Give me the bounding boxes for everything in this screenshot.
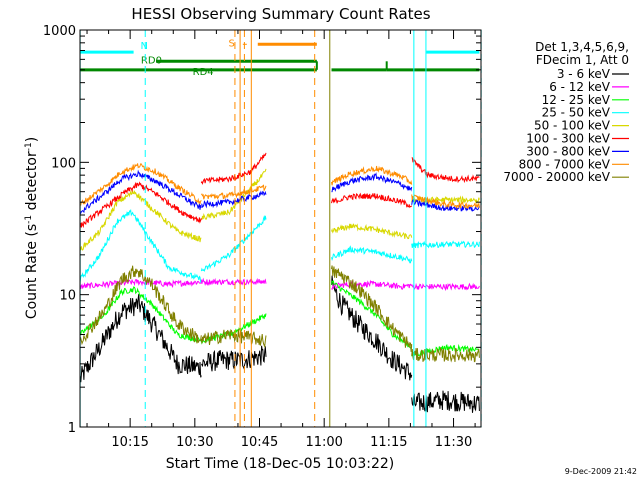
series-7 bbox=[79, 163, 480, 210]
x-tick-label: 11:30 bbox=[435, 435, 472, 450]
y-axis: 1 10 100 1000 bbox=[43, 24, 481, 436]
series-line bbox=[411, 343, 480, 357]
series-line bbox=[411, 390, 480, 413]
x-tick-label: 11:00 bbox=[305, 435, 342, 450]
legend-label: 3 - 6 keV bbox=[557, 67, 611, 81]
series-3 bbox=[79, 208, 480, 283]
series-line bbox=[200, 277, 267, 287]
series-line bbox=[331, 165, 413, 186]
series-line bbox=[331, 265, 413, 352]
series-0 bbox=[79, 275, 480, 413]
series-line bbox=[79, 208, 202, 283]
series-line bbox=[411, 346, 480, 363]
series-line bbox=[331, 279, 412, 291]
series-line bbox=[79, 293, 202, 383]
legend-header-2: FDecim 1, Att 0 bbox=[536, 53, 629, 67]
y-tick-label: 10 bbox=[59, 289, 76, 304]
series-line bbox=[79, 181, 202, 229]
series-line bbox=[200, 329, 267, 349]
y-tick-label: 1 bbox=[68, 421, 76, 436]
chart-title: HESSI Observing Summary Count Rates bbox=[131, 5, 430, 23]
series-line bbox=[79, 169, 202, 215]
series-line bbox=[200, 152, 267, 186]
flag-label: RD4 bbox=[193, 67, 214, 78]
series-line bbox=[79, 278, 202, 289]
series-line bbox=[411, 240, 480, 249]
x-tick-label: 11:15 bbox=[370, 435, 407, 450]
series-6 bbox=[79, 169, 480, 215]
footer-date: 9-Dec-2009 21:42 bbox=[565, 467, 637, 476]
series-line bbox=[411, 282, 480, 292]
series-line bbox=[331, 275, 413, 381]
legend-label: 800 - 7000 keV bbox=[519, 157, 611, 171]
series-line bbox=[411, 195, 480, 205]
y-axis-label: Count Rate (s-1 detector-1) bbox=[24, 137, 40, 319]
series-line bbox=[201, 190, 267, 209]
series-line bbox=[201, 168, 267, 220]
vertical-markers bbox=[79, 30, 482, 427]
series-line bbox=[331, 172, 413, 193]
series-2 bbox=[79, 280, 480, 357]
series-line bbox=[200, 184, 267, 200]
flag-label: RD0 bbox=[141, 55, 162, 66]
x-tick-label: 10:30 bbox=[176, 435, 213, 450]
series-line bbox=[79, 189, 202, 251]
legend-label: 12 - 25 keV bbox=[542, 93, 611, 107]
series-line bbox=[79, 286, 202, 344]
flag-label: S bbox=[228, 38, 234, 49]
series-line bbox=[411, 157, 480, 184]
legend-label: 300 - 800 keV bbox=[526, 144, 610, 158]
legend: Det 1,3,4,5,6,9, FDecim 1, Att 0 3 - 6 k… bbox=[503, 40, 629, 184]
legend-label: 6 - 12 keV bbox=[549, 80, 611, 94]
x-tick-label: 10:15 bbox=[111, 435, 148, 450]
series-line bbox=[331, 223, 413, 240]
series-line bbox=[331, 192, 413, 209]
series-4 bbox=[79, 168, 480, 251]
flag-label: N bbox=[140, 41, 147, 52]
series-line bbox=[200, 215, 267, 273]
series-line bbox=[331, 245, 413, 264]
y-tick-label: 100 bbox=[51, 156, 76, 171]
series-line bbox=[331, 280, 413, 350]
legend-label: 50 - 100 keV bbox=[534, 119, 611, 133]
legend-label: 25 - 50 keV bbox=[542, 106, 611, 120]
x-axis: 10:15 10:30 10:45 11:00 11:15 11:30 bbox=[86, 30, 476, 450]
legend-header-1: Det 1,3,4,5,6,9, bbox=[535, 40, 629, 54]
plot-frame bbox=[79, 29, 482, 428]
series-5 bbox=[79, 152, 480, 229]
y-tick-label: 1000 bbox=[43, 24, 76, 39]
series-8 bbox=[79, 265, 480, 363]
series-line bbox=[79, 265, 202, 346]
flag-bars: N RD0 RD4 S bbox=[80, 38, 480, 78]
legend-label: 100 - 300 keV bbox=[526, 132, 610, 146]
legend-label: 7000 - 20000 keV bbox=[503, 170, 610, 184]
series-line bbox=[411, 194, 480, 210]
x-tick-label: 10:45 bbox=[241, 435, 278, 450]
x-axis-label: Start Time (18-Dec-05 10:03:22) bbox=[166, 456, 394, 472]
series-1 bbox=[79, 277, 480, 292]
series-group bbox=[79, 152, 480, 413]
series-line bbox=[79, 163, 202, 206]
series-line bbox=[200, 345, 267, 372]
